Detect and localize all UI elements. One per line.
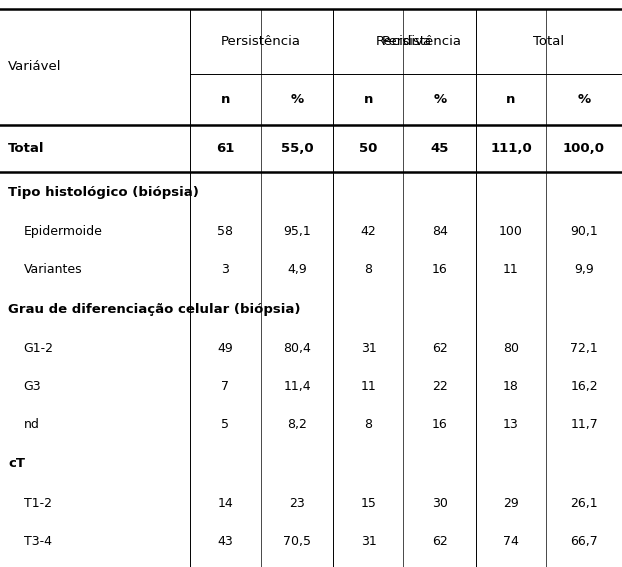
Text: 9,9: 9,9 [574,263,594,276]
Text: 45: 45 [430,142,449,155]
Text: nd: nd [24,418,40,431]
Text: 43: 43 [218,535,233,548]
Text: 11: 11 [361,380,376,393]
Text: 15: 15 [361,497,376,510]
Text: 74: 74 [503,535,519,548]
Text: 4,9: 4,9 [287,263,307,276]
Text: n: n [364,94,373,106]
Text: Total: Total [8,142,45,155]
Text: 26,1: 26,1 [570,497,598,510]
Text: 11,4: 11,4 [283,380,311,393]
Text: 66,7: 66,7 [570,535,598,548]
Text: T1-2: T1-2 [24,497,52,510]
Text: 3: 3 [221,263,230,276]
Text: 16,2: 16,2 [570,380,598,393]
Text: 80: 80 [503,342,519,355]
Text: 30: 30 [432,497,448,510]
Text: Recidiva: Recidiva [376,35,432,48]
Text: T3-4: T3-4 [24,535,52,548]
Text: 8,2: 8,2 [287,418,307,431]
Text: %: % [433,94,447,106]
Text: 16: 16 [432,418,448,431]
Text: Variável: Variável [8,61,62,73]
Text: n: n [506,94,516,106]
Text: 8: 8 [364,418,373,431]
Text: 49: 49 [218,342,233,355]
Text: 11: 11 [503,263,519,276]
Text: 23: 23 [289,497,305,510]
Text: 16: 16 [432,263,448,276]
Text: Total: Total [533,35,565,48]
Text: 72,1: 72,1 [570,342,598,355]
Text: 42: 42 [361,225,376,238]
Text: 84: 84 [432,225,448,238]
Text: 80,4: 80,4 [283,342,311,355]
Text: 95,1: 95,1 [283,225,311,238]
Text: 5: 5 [221,418,230,431]
Text: 31: 31 [361,535,376,548]
Text: 62: 62 [432,342,448,355]
Text: Epidermoide: Epidermoide [24,225,103,238]
Text: cT: cT [8,458,25,470]
Text: 90,1: 90,1 [570,225,598,238]
Text: %: % [290,94,304,106]
Text: 61: 61 [216,142,234,155]
Text: 11,7: 11,7 [570,418,598,431]
Text: 100,0: 100,0 [563,142,605,155]
Text: G1-2: G1-2 [24,342,53,355]
Text: 111,0: 111,0 [490,142,532,155]
Text: G3: G3 [24,380,41,393]
Text: 62: 62 [432,535,448,548]
Text: Persistência: Persistência [382,35,462,48]
Text: Tipo histológico (biópsia): Tipo histológico (biópsia) [8,186,199,198]
Text: 55,0: 55,0 [281,142,313,155]
Text: 18: 18 [503,380,519,393]
Text: n: n [221,94,230,106]
Text: Grau de diferenciação celular (biópsia): Grau de diferenciação celular (biópsia) [8,303,300,315]
Text: 22: 22 [432,380,448,393]
Text: 70,5: 70,5 [283,535,311,548]
Text: 31: 31 [361,342,376,355]
Text: Persistência: Persistência [221,35,301,48]
Text: %: % [577,94,591,106]
Text: 58: 58 [218,225,233,238]
Text: Variantes: Variantes [24,263,82,276]
Text: 8: 8 [364,263,373,276]
Text: 100: 100 [499,225,523,238]
Text: 13: 13 [503,418,519,431]
Text: 14: 14 [218,497,233,510]
Text: 29: 29 [503,497,519,510]
Text: 7: 7 [221,380,230,393]
Text: 50: 50 [360,142,378,155]
